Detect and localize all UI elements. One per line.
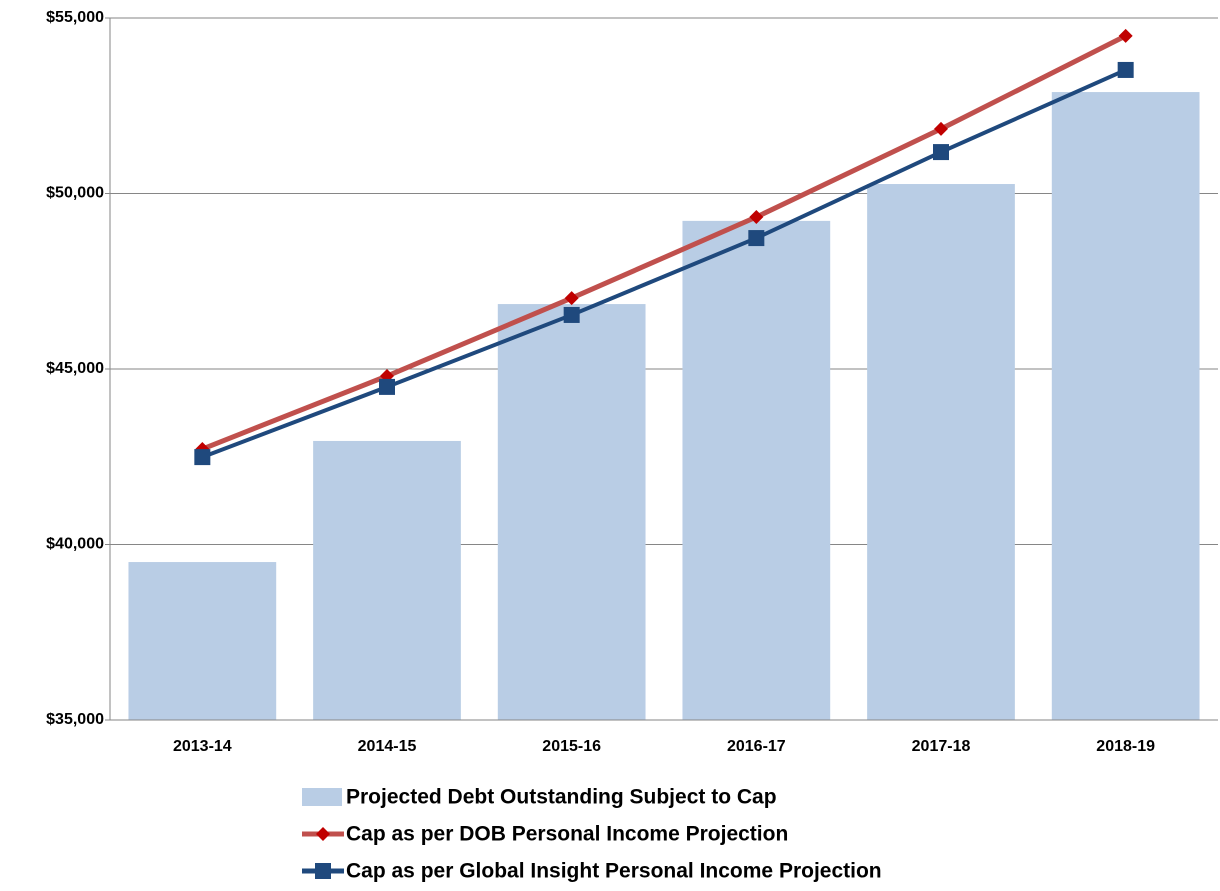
bar (313, 440, 461, 720)
marker (933, 144, 949, 161)
marker (748, 230, 765, 247)
x-tick-label: 2017-18 (912, 738, 971, 755)
legend-label: Cap as per DOB Personal Income Projectio… (346, 823, 788, 846)
x-tick-label: 2014-15 (358, 738, 417, 755)
markers (194, 61, 1134, 466)
y-tick-label: $45,000 (46, 360, 104, 377)
x-tick-label: 2016-17 (727, 738, 786, 755)
legend-label: Projected Debt Outstanding Subject to Ca… (346, 786, 777, 809)
legend: Projected Debt Outstanding Subject to Ca… (302, 786, 882, 883)
marker (1117, 61, 1134, 78)
marker (749, 210, 764, 225)
y-tick-label: $35,000 (46, 711, 104, 728)
bar (867, 184, 1015, 720)
marker (1118, 28, 1133, 43)
y-tick-label: $50,000 (46, 185, 104, 202)
line (201, 68, 1127, 459)
x-tick-label: 2013-14 (173, 738, 232, 755)
marker (194, 449, 211, 466)
marker (316, 827, 330, 841)
line (201, 33, 1127, 452)
marker (379, 378, 395, 395)
bar (682, 220, 831, 721)
markers (195, 28, 1133, 457)
bar (128, 562, 277, 720)
marker (564, 291, 579, 306)
legend-label: Cap as per Global Insight Personal Incom… (346, 860, 882, 883)
marker (315, 863, 331, 879)
y-tick-label: $40,000 (46, 536, 104, 553)
bar (497, 304, 646, 720)
marker (934, 121, 948, 136)
y-tick-label: $55,000 (46, 9, 104, 26)
legend-swatch (302, 788, 342, 806)
x-tick-label: 2015-16 (542, 738, 601, 755)
marker (563, 306, 580, 323)
bar (1051, 92, 1200, 721)
x-tick-label: 2018-19 (1096, 738, 1155, 755)
